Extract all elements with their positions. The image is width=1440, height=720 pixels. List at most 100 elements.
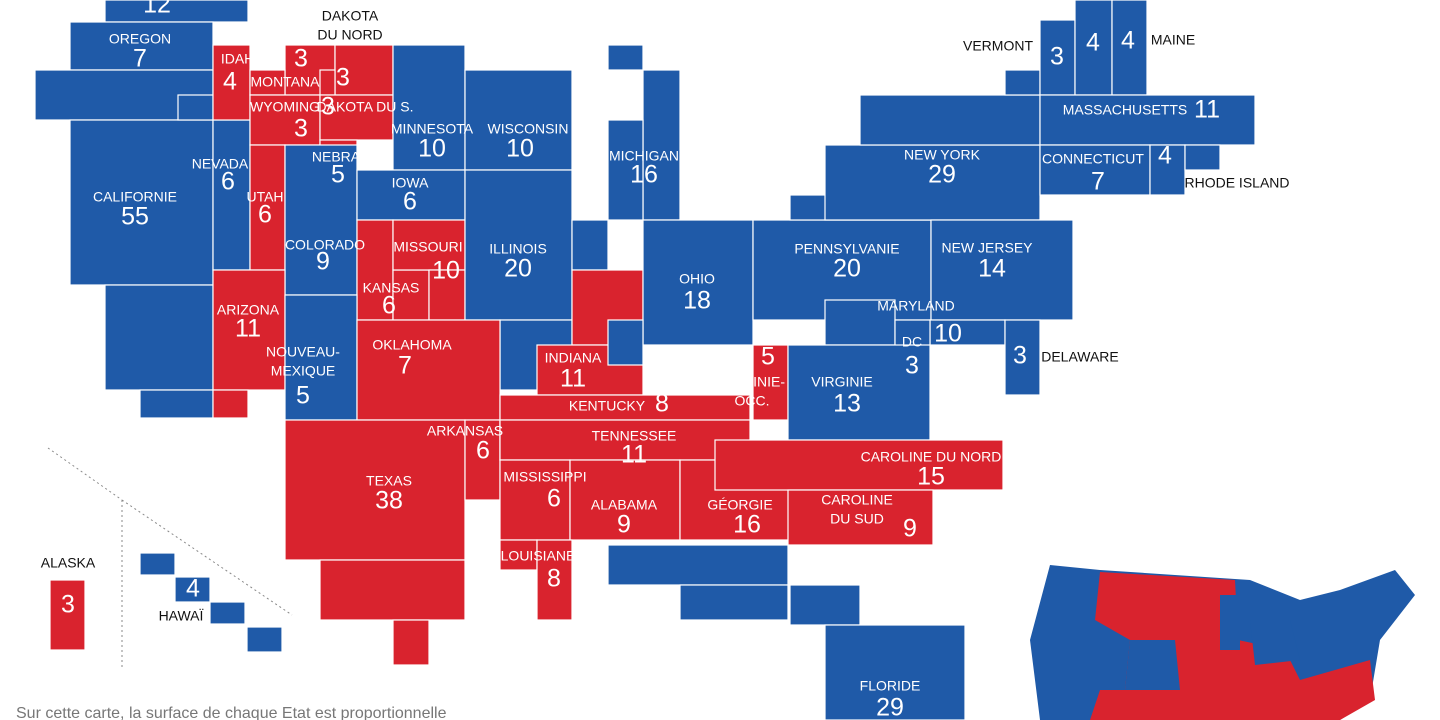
- state-cell: [499, 419, 751, 461]
- electoral-votes: 55: [121, 203, 149, 231]
- state-cell: [319, 69, 336, 96]
- electoral-votes: 10: [418, 135, 446, 163]
- state-name: NOUVEAU-: [266, 344, 340, 360]
- electoral-votes: 11: [560, 365, 586, 393]
- state-name: HAWAÏ: [159, 608, 204, 624]
- state-cell: [356, 319, 501, 421]
- electoral-votes: 3: [321, 93, 335, 121]
- electoral-votes: 5: [761, 343, 775, 371]
- state-name: MAINE: [1151, 32, 1195, 48]
- electoral-votes: 14: [978, 255, 1006, 283]
- electoral-votes: 15: [917, 463, 945, 491]
- state-cell: [607, 44, 644, 71]
- electoral-votes: 3: [294, 115, 308, 143]
- state-cell: [319, 94, 394, 141]
- state-name: MINNESOTA: [391, 121, 474, 137]
- electoral-votes: 3: [905, 352, 919, 380]
- state-name: MICHIGAN: [609, 148, 679, 164]
- state-cell: [787, 344, 931, 441]
- state-name: RHODE ISLAND: [1184, 175, 1289, 191]
- state-cell: [392, 44, 466, 171]
- state-name: DELAWARE: [1041, 349, 1119, 365]
- electoral-votes: 5: [331, 161, 345, 189]
- state-cell: [569, 459, 681, 541]
- state-cell: [1004, 69, 1041, 96]
- state-name: INDIANA: [545, 350, 602, 366]
- electoral-votes: 6: [547, 485, 561, 513]
- state-cell: [284, 419, 466, 561]
- state-name: DC: [902, 334, 922, 350]
- state-name: DAKOTA DU S.: [317, 99, 414, 115]
- states: [34, 0, 1256, 720]
- state-cell: [642, 69, 681, 221]
- state-cell: [392, 619, 430, 666]
- electoral-votes: 4: [186, 575, 200, 603]
- electoral-votes: 13: [833, 390, 861, 418]
- state-name: WYOMING: [250, 99, 320, 115]
- state-cell: [69, 119, 214, 286]
- state-cell: [1184, 144, 1221, 171]
- divider: [121, 499, 293, 616]
- state-name: DU SUD: [830, 511, 884, 527]
- electoral-votes: 6: [476, 437, 490, 465]
- state-cell: [1004, 319, 1041, 396]
- state-cell: [714, 439, 1004, 491]
- state-name: WISCONSIN: [488, 121, 569, 137]
- state-cell: [319, 559, 466, 621]
- state-name: VIRGINIE-: [719, 374, 785, 390]
- electoral-votes: 3: [61, 591, 75, 619]
- state-cell: [859, 94, 1041, 146]
- electoral-votes: 9: [903, 515, 917, 543]
- state-name: UTAH: [246, 189, 283, 205]
- state-name: MASSACHUSETTS: [1063, 102, 1187, 118]
- state-cell: [392, 219, 466, 271]
- state-cell: [607, 119, 644, 221]
- state-cell: [1111, 0, 1148, 96]
- state-cell: [174, 576, 211, 603]
- electoral-votes: 10: [506, 135, 534, 163]
- state-cell: [428, 269, 466, 321]
- electoral-votes: 4: [1121, 27, 1135, 55]
- state-cell: [249, 144, 286, 271]
- electoral-votes: 6: [403, 188, 417, 216]
- state-cell: [284, 144, 358, 296]
- electoral-votes: 20: [504, 255, 532, 283]
- state-name: COLORADO: [285, 237, 365, 253]
- state-cell: [212, 269, 286, 391]
- state-cell: [499, 394, 751, 421]
- state-name: LOUISIANE: [501, 548, 576, 564]
- electoral-votes: 11: [621, 441, 647, 469]
- state-cell: [499, 459, 571, 541]
- state-cell: [139, 389, 214, 419]
- electoral-votes: 18: [683, 287, 711, 315]
- electoral-votes: 6: [382, 292, 396, 320]
- state-name: MEXIQUE: [271, 363, 336, 379]
- state-cell: [104, 284, 214, 391]
- state-cell: [464, 169, 573, 321]
- state-name: DU NORD: [317, 27, 382, 43]
- divider: [47, 447, 123, 501]
- electoral-votes: 16: [630, 161, 658, 189]
- electoral-votes: 6: [221, 168, 235, 196]
- electoral-votes: 11: [235, 315, 261, 343]
- state-cell: [1039, 19, 1076, 96]
- state-cell: [499, 539, 538, 571]
- footnote: Sur cette carte, la surface de chaque Et…: [16, 705, 447, 720]
- state-name: ARIZONA: [217, 302, 280, 318]
- electoral-votes: 29: [928, 161, 956, 189]
- state-cell: [824, 624, 966, 720]
- state-name: ALASKA: [41, 555, 96, 571]
- hawaii-frame: [47, 447, 293, 668]
- state-name: NEW YORK: [904, 147, 981, 163]
- electoral-votes: 9: [617, 511, 631, 539]
- state-name: IOWA: [392, 175, 429, 191]
- state-name: CAROLINE DU NORD: [861, 449, 1002, 465]
- electoral-votes: 8: [547, 565, 561, 593]
- state-name: CONNECTICUT: [1042, 151, 1144, 167]
- state-name: CAROLINE: [821, 492, 893, 508]
- inset-blue: [1125, 595, 1300, 690]
- state-name: ARKANSAS: [427, 423, 503, 439]
- state-name: GÉORGIE: [707, 497, 772, 513]
